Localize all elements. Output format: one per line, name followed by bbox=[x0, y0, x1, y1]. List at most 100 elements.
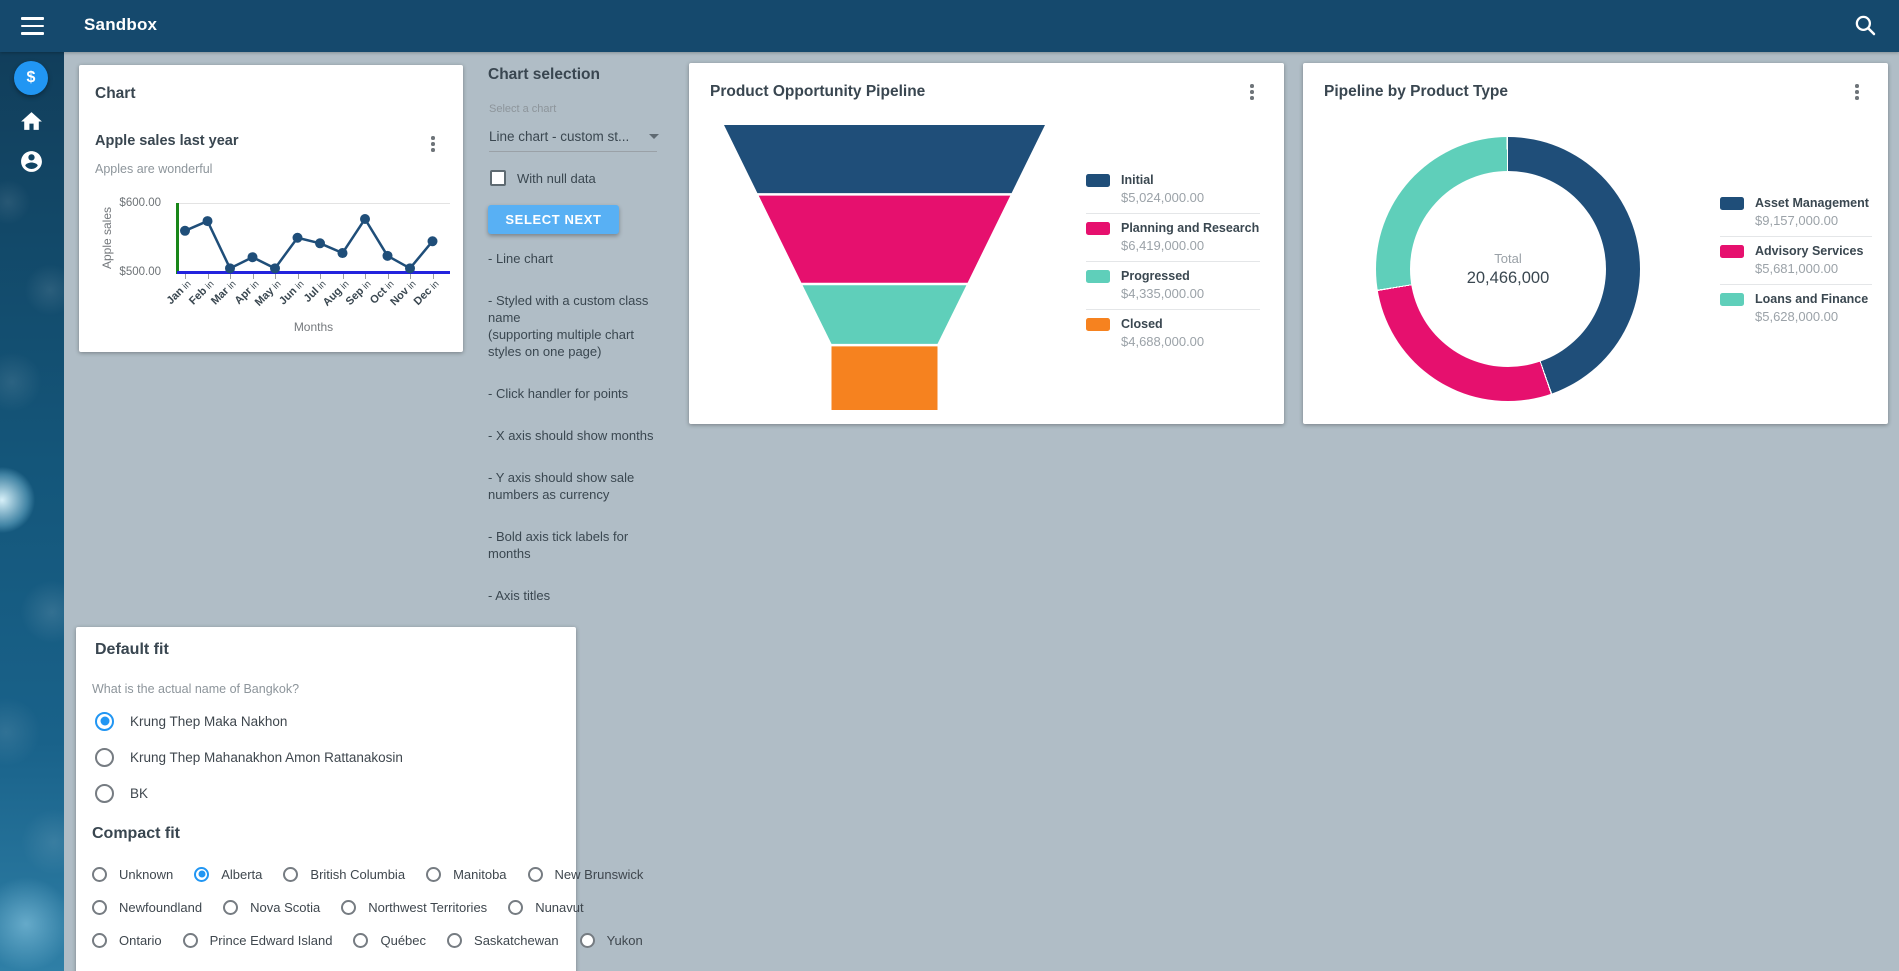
data-point-Oct[interactable] bbox=[382, 250, 393, 261]
radio-option-yukon[interactable]: Yukon bbox=[579, 929, 643, 951]
note-paragraph: - Bold axis tick labels for months bbox=[488, 528, 688, 562]
chevron-down-icon bbox=[649, 134, 659, 139]
data-point-Nov[interactable] bbox=[405, 263, 415, 274]
x-tick-mark bbox=[320, 274, 321, 279]
radio-button[interactable] bbox=[508, 899, 524, 915]
data-point-Sep[interactable] bbox=[360, 213, 370, 224]
radio-label: Unknown bbox=[119, 866, 174, 882]
radio-label: Saskatchewan bbox=[474, 932, 559, 948]
x-axis-line bbox=[177, 271, 450, 274]
line-series[interactable] bbox=[177, 203, 450, 281]
data-point-Jan[interactable] bbox=[180, 225, 190, 236]
radio-button[interactable] bbox=[194, 866, 210, 882]
data-point-Mar[interactable] bbox=[225, 263, 235, 274]
radio-option-unknown[interactable]: Unknown bbox=[92, 863, 173, 885]
radio-button[interactable] bbox=[341, 899, 357, 915]
radio-button[interactable] bbox=[92, 899, 107, 915]
radio-option-2[interactable]: Krung Thep Mahanakhon Amon Rattanakosin bbox=[92, 739, 403, 775]
radio-option-québec[interactable]: Québec bbox=[353, 929, 426, 951]
radio-button[interactable] bbox=[527, 866, 543, 882]
donut-chart[interactable]: Total 20,466,000 bbox=[1376, 137, 1640, 401]
legend-divider bbox=[1720, 236, 1872, 237]
select-next-button[interactable]: SELECT NEXT bbox=[488, 205, 619, 234]
radio-option-nova-scotia[interactable]: Nova Scotia bbox=[223, 896, 320, 918]
radio-option-1[interactable]: Krung Thep Maka Nakhon bbox=[92, 703, 403, 739]
note-paragraph: - Line chart bbox=[488, 250, 688, 267]
radio-option-nunavut[interactable]: Nunavut bbox=[508, 896, 584, 918]
funnel-stage-progressed[interactable] bbox=[802, 285, 967, 344]
radio-option-new-brunswick[interactable]: New Brunswick bbox=[527, 863, 643, 885]
menu-icon[interactable] bbox=[21, 17, 44, 35]
legend-item-planning-and-research: Planning and Research $6,419,000.00 bbox=[1086, 214, 1260, 261]
radio-button[interactable] bbox=[283, 866, 299, 882]
radio-option-3[interactable]: BK bbox=[92, 775, 403, 811]
chart-menu-icon[interactable] bbox=[425, 135, 441, 153]
radio-button[interactable] bbox=[95, 783, 114, 803]
legend-swatch bbox=[1720, 244, 1744, 258]
note-line: months bbox=[488, 546, 531, 561]
y-axis-line bbox=[176, 203, 179, 274]
radio-option-prince-edward-island[interactable]: Prince Edward Island bbox=[182, 929, 332, 951]
radio-button[interactable] bbox=[223, 899, 239, 915]
data-point-Apr[interactable] bbox=[247, 252, 258, 263]
radio-button[interactable] bbox=[426, 866, 442, 882]
note-line: - Bold axis tick labels for bbox=[488, 529, 629, 544]
search-icon[interactable] bbox=[1852, 12, 1878, 38]
radio-button[interactable] bbox=[92, 866, 107, 882]
data-point-Jun[interactable] bbox=[292, 232, 303, 243]
legend-label: Planning and Research bbox=[1121, 221, 1260, 235]
legend-item-asset-management: Asset Management $9,157,000.00 bbox=[1720, 189, 1872, 236]
donut-menu-icon[interactable] bbox=[1849, 83, 1865, 101]
radio-option-manitoba[interactable]: Manitoba bbox=[426, 863, 507, 885]
legend-label: Asset Management bbox=[1755, 196, 1869, 210]
note-paragraph: - Click handler for points bbox=[488, 385, 688, 402]
note-line: - Styled with a custom class bbox=[488, 293, 649, 308]
radio-button[interactable] bbox=[182, 932, 198, 948]
data-point-Feb[interactable] bbox=[202, 216, 213, 227]
home-icon[interactable] bbox=[19, 109, 44, 134]
radio-button[interactable] bbox=[447, 932, 463, 948]
data-point-Jul[interactable] bbox=[315, 238, 325, 249]
data-point-Dec[interactable] bbox=[427, 236, 438, 247]
null-data-checkbox[interactable] bbox=[490, 170, 506, 186]
funnel-chart[interactable] bbox=[724, 125, 1045, 410]
radio-option-british-columbia[interactable]: British Columbia bbox=[283, 863, 405, 885]
radio-option-alberta[interactable]: Alberta bbox=[194, 863, 262, 885]
chart-select-dropdown[interactable]: Line chart - custom st... bbox=[489, 122, 659, 152]
chart-notes: - Line chart - Styled with a custom class… bbox=[488, 250, 688, 629]
funnel-menu-icon[interactable] bbox=[1244, 83, 1260, 101]
funnel-stage-initial[interactable] bbox=[724, 125, 1045, 194]
legend-swatch bbox=[1720, 292, 1744, 306]
radio-label: Krung Thep Maka Nakhon bbox=[130, 713, 288, 729]
data-point-Aug[interactable] bbox=[337, 248, 348, 259]
legend-label: Progressed bbox=[1121, 269, 1190, 283]
account-icon[interactable] bbox=[19, 149, 44, 174]
data-point-May[interactable] bbox=[270, 263, 280, 274]
funnel-stage-planning-and-research[interactable] bbox=[758, 195, 1011, 283]
radio-label: Yukon bbox=[606, 932, 643, 948]
radio-button[interactable] bbox=[579, 932, 595, 948]
radio-button[interactable] bbox=[353, 932, 369, 948]
x-axis-title: Months bbox=[293, 320, 334, 334]
radio-button[interactable] bbox=[92, 932, 107, 948]
null-data-checkbox-row[interactable]: With null data bbox=[490, 170, 596, 186]
compact-radio-row: Ontario Prince Edward Island Québec Saskatc… bbox=[92, 929, 643, 951]
radio-option-northwest-territories[interactable]: Northwest Territories bbox=[341, 896, 487, 918]
radio-option-ontario[interactable]: Ontario bbox=[92, 929, 162, 951]
radio-option-saskatchewan[interactable]: Saskatchewan bbox=[447, 929, 559, 951]
legend-value: $4,335,000.00 bbox=[1121, 286, 1205, 301]
line-chart-title: Apple sales last year bbox=[95, 133, 239, 149]
legend-value: $5,628,000.00 bbox=[1755, 309, 1839, 324]
legend-label: Loans and Finance bbox=[1755, 292, 1869, 306]
radio-option-newfoundland[interactable]: Newfoundland bbox=[92, 896, 202, 918]
radio-label: Nova Scotia bbox=[250, 899, 321, 915]
radio-button[interactable] bbox=[95, 711, 114, 731]
x-tick-mark bbox=[387, 274, 389, 279]
dollar-fab-button[interactable]: $ bbox=[14, 61, 48, 95]
default-fit-title: Default fit bbox=[95, 641, 169, 658]
compact-radio-row: Newfoundland Nova Scotia Northwest Territo… bbox=[92, 896, 584, 918]
funnel-stage-closed[interactable] bbox=[831, 346, 938, 410]
note-paragraph: - Axis titles bbox=[488, 587, 688, 604]
radio-button[interactable] bbox=[95, 747, 114, 767]
x-tick-mark bbox=[342, 274, 344, 279]
